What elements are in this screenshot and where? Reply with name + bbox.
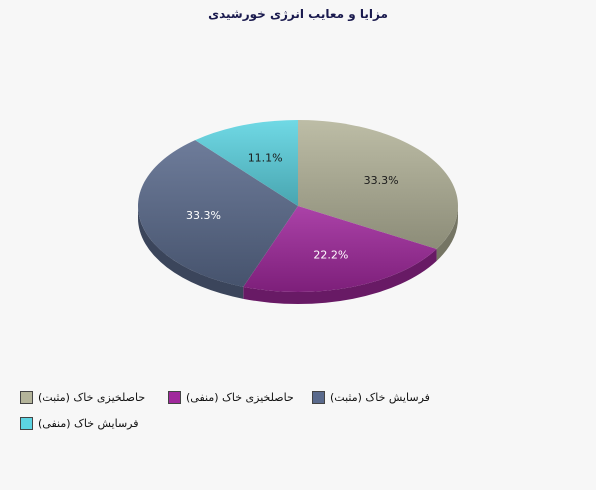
pie-slice[interactable] [298, 120, 458, 249]
pie-data-label: 33.3% [364, 174, 399, 187]
chart-title: مزایا و معایب انرژی خورشیدی [208, 7, 388, 21]
legend-item[interactable]: (حاصلخیزی خاک (مثبت [20, 388, 145, 406]
legend-label: (فرسایش خاک (منفی [38, 416, 139, 430]
legend-label: (حاصلخیزی خاک (مثبت [38, 390, 146, 404]
pie-data-label: 11.1% [248, 152, 283, 165]
pie-chart: 33.3% 22.2% 33.3% 11.1% [138, 120, 458, 304]
pie-data-label: 22.2% [313, 248, 348, 261]
legend-swatch [312, 390, 325, 404]
legend-item[interactable]: (فرسایش خاک (منفی [20, 414, 139, 432]
legend-label: (فرسایش خاک (مثبت [330, 390, 430, 404]
pie-slice[interactable] [195, 120, 298, 206]
pie-slice-side [436, 206, 458, 261]
pie-slice[interactable] [243, 206, 437, 293]
legend-swatch [20, 390, 33, 404]
pie-slice[interactable] [138, 140, 298, 287]
pie-data-label: 33.3% [186, 209, 221, 222]
legend-item[interactable]: (فرسایش خاک (مثبت [312, 388, 430, 406]
legend-swatch [20, 416, 33, 430]
pie-slice-side [138, 206, 244, 299]
legend-item[interactable]: (حاصلخیزی خاک (منفی [168, 388, 294, 406]
pie-slice-side [243, 249, 437, 304]
legend-label: (حاصلخیزی خاک (منفی [186, 390, 294, 404]
legend-swatch [168, 390, 181, 404]
